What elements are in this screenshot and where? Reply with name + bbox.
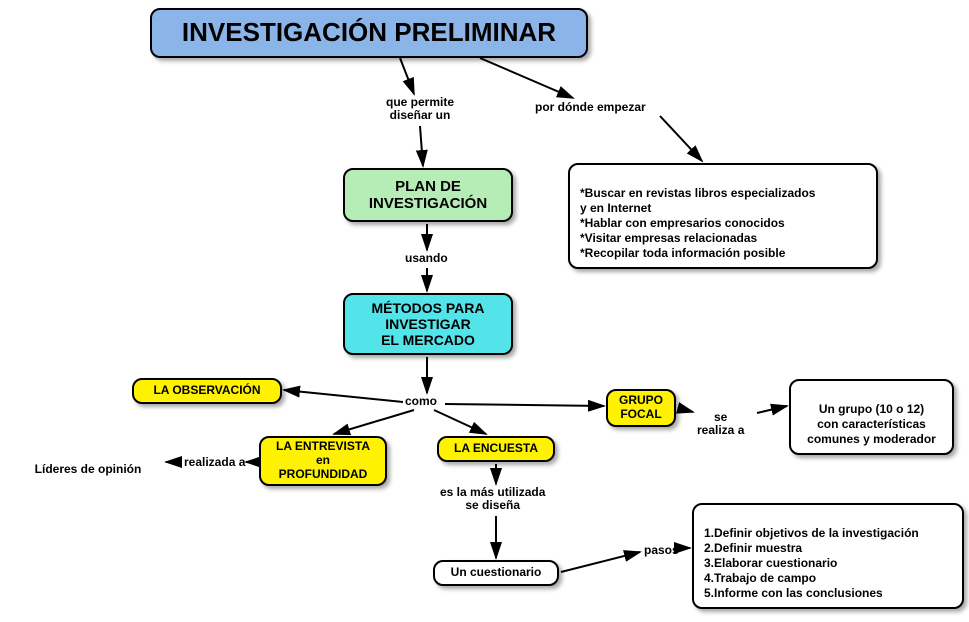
pasos-list: 1.Definir objetivos de la investigación …: [692, 503, 964, 609]
observacion-node: LA OBSERVACIÓN: [132, 378, 282, 404]
entrevista-node: LA ENTREVISTA en PROFUNDIDAD: [259, 436, 387, 486]
encuesta-node: LA ENCUESTA: [437, 436, 555, 462]
label-como: como: [405, 395, 437, 408]
encuesta-text: LA ENCUESTA: [454, 442, 538, 456]
donde-empezar-list: *Buscar en revistas libros especializado…: [568, 163, 878, 269]
pasos-list-text: 1.Definir objetivos de la investigación …: [704, 526, 919, 600]
grupo-focal-desc-text: Un grupo (10 o 12) con características c…: [807, 402, 936, 446]
methods-text: MÉTODOS PARA INVESTIGAR EL MERCADO: [371, 300, 484, 348]
label-realizada-a: realizada a: [184, 456, 245, 469]
cuestionario-node: Un cuestionario: [433, 560, 559, 586]
donde-empezar-text: *Buscar en revistas libros especializado…: [580, 186, 815, 260]
grupo-focal-node: GRUPO FOCAL: [606, 389, 676, 427]
methods-node: MÉTODOS PARA INVESTIGAR EL MERCADO: [343, 293, 513, 355]
lideres-text-box: Líderes de opinión: [12, 450, 164, 476]
title-text: INVESTIGACIÓN PRELIMINAR: [182, 18, 556, 48]
label-pasos: pasos: [644, 544, 679, 557]
label-que-permite: que permite diseñar un: [386, 96, 454, 122]
observacion-text: LA OBSERVACIÓN: [153, 384, 260, 398]
label-por-donde: por dónde empezar: [535, 101, 646, 114]
plan-node: PLAN DE INVESTIGACIÓN: [343, 168, 513, 222]
grupo-focal-text: GRUPO FOCAL: [619, 394, 663, 422]
entrevista-text: LA ENTREVISTA en PROFUNDIDAD: [276, 440, 370, 481]
label-usando: usando: [405, 252, 448, 265]
lideres-text: Líderes de opinión: [35, 462, 142, 476]
label-es-la-mas: es la más utilizada se diseña: [440, 486, 545, 512]
cuestionario-text: Un cuestionario: [451, 566, 542, 580]
label-se-realiza: se realiza a: [697, 411, 744, 437]
plan-text: PLAN DE INVESTIGACIÓN: [369, 178, 487, 213]
grupo-focal-desc: Un grupo (10 o 12) con características c…: [789, 379, 954, 455]
title-node: INVESTIGACIÓN PRELIMINAR: [150, 8, 588, 58]
